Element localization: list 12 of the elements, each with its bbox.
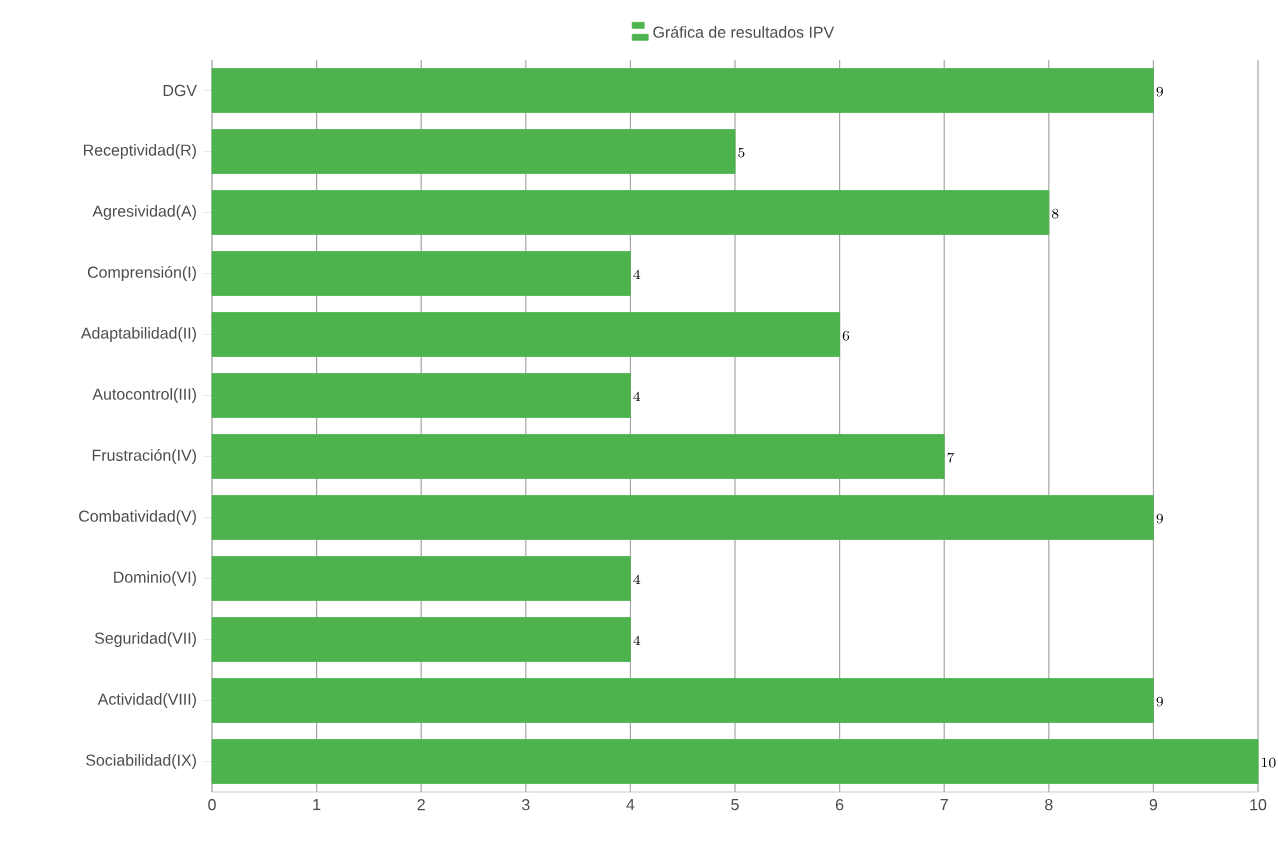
- bar: [211, 678, 1154, 723]
- bar: [211, 373, 631, 418]
- bar: [211, 190, 1050, 235]
- bar: [211, 556, 631, 601]
- bar: [211, 617, 631, 662]
- bar: [211, 129, 736, 174]
- bar: [211, 434, 945, 479]
- bar: [211, 251, 631, 296]
- bar: [211, 312, 841, 357]
- bar: [211, 68, 1154, 113]
- bar: [211, 739, 1259, 784]
- bar: [211, 495, 1154, 540]
